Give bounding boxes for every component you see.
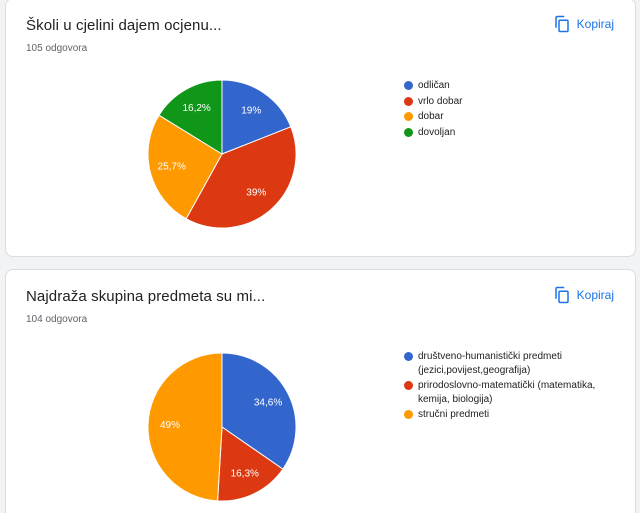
- pie-chart: 34,6% 16,3% 49%: [147, 352, 297, 502]
- legend-item: dovoljan: [404, 126, 618, 140]
- copy-button-label: Kopiraj: [576, 288, 614, 302]
- slice-value-label: 49%: [160, 420, 180, 431]
- legend-swatch: [404, 381, 413, 390]
- legend-label: dobar: [418, 111, 444, 122]
- pie-slice-odlican[interactable]: [221, 79, 292, 155]
- legend-item: dobar: [404, 110, 618, 124]
- slice-value-label: 39%: [246, 188, 266, 199]
- copy-icon: [554, 15, 569, 33]
- slice-value-label: 19%: [241, 106, 261, 117]
- legend-label: dovoljan: [418, 126, 456, 138]
- response-count: 104 odgovora: [26, 314, 88, 325]
- legend-swatch: [404, 96, 413, 106]
- legend-item: stručni predmeti: [404, 408, 618, 422]
- legend-swatch: [404, 112, 413, 121]
- legend-item: vrlo dobar: [404, 95, 618, 109]
- legend-swatch: [404, 410, 413, 419]
- question-title: Najdraža skupina predmeta su mi...: [26, 288, 266, 305]
- response-count: 105 odgovora: [26, 43, 88, 54]
- legend-swatch: [404, 81, 413, 90]
- legend-label: odličan: [418, 80, 450, 91]
- pie-slice-drustveno-humanisticki-predmet[interactable]: [221, 352, 297, 470]
- pie-slice-prirodoslovno-matematicki-mate[interactable]: [217, 426, 284, 502]
- legend-item: društveno-humanistički predmeti (jezici,…: [404, 350, 618, 377]
- copy-button-label: Kopiraj: [576, 17, 614, 31]
- slice-value-label: 34,6%: [254, 397, 282, 408]
- legend-label: vrlo dobar: [418, 95, 463, 107]
- legend-item: prirodoslovno-matematički (matematika, k…: [404, 379, 618, 406]
- legend-swatch: [404, 352, 413, 361]
- pie-slice-vrlo-dobar[interactable]: [185, 126, 297, 229]
- question-card-1: Školi u cjelini dajem ocjenu... 105 odgo…: [5, 0, 636, 257]
- legend-label: stručni predmeti: [418, 409, 490, 420]
- chart-legend: društveno-humanistički predmeti (jezici,…: [404, 350, 618, 424]
- copy-icon: [554, 286, 569, 304]
- copy-button[interactable]: Kopiraj: [553, 286, 614, 304]
- legend-swatch: [404, 127, 413, 137]
- legend-label: društveno-humanistički predmeti (jezici,…: [418, 351, 562, 376]
- legend-item: odličan: [404, 79, 618, 93]
- pie-slice-dovoljan[interactable]: [158, 79, 223, 155]
- question-card-2: Najdraža skupina predmeta su mi... 104 o…: [5, 269, 636, 513]
- question-title: Školi u cjelini dajem ocjenu...: [26, 17, 222, 34]
- copy-button[interactable]: Kopiraj: [553, 15, 614, 33]
- slice-value-label: 16,2%: [182, 103, 210, 114]
- legend-label: prirodoslovno-matematički (matematika, k…: [418, 380, 596, 405]
- chart-legend: odličan vrlo dobar dobar dovoljan: [404, 79, 618, 141]
- slice-value-label: 16,3%: [231, 468, 259, 479]
- pie-slice-strucni-predmeti[interactable]: [147, 352, 223, 502]
- slice-value-label: 25,7%: [158, 162, 186, 173]
- pie-chart: 19% 39% 25,7% 16,2%: [147, 79, 297, 229]
- pie-slice-dobar[interactable]: [147, 114, 223, 220]
